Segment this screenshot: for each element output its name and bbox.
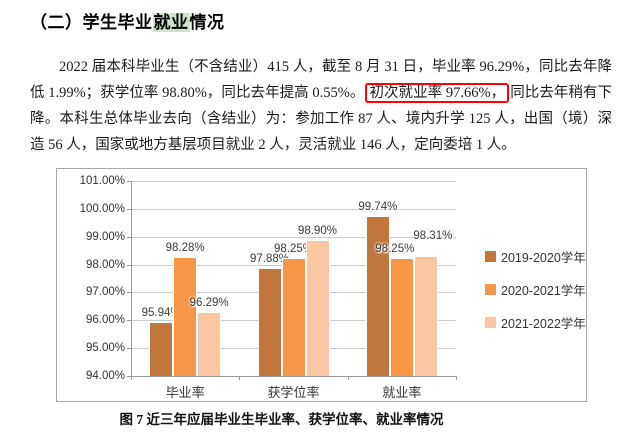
legend-label: 2021-2022学年 <box>501 317 586 331</box>
gridline <box>131 236 456 238</box>
chart-legend: 2019-2020学年 2020-2021学年 2021-2022学年 <box>485 247 586 346</box>
y-axis-tick-label: 94.00% <box>85 370 125 382</box>
data-label: 98.25% <box>273 242 313 255</box>
body-paragraph: 2022 届本科毕业生（不含结业）415 人，截至 8 月 31 日，毕业率 9… <box>30 54 612 158</box>
bar-就业率-2021-2022学年 <box>413 255 438 376</box>
legend-label: 2020-2021学年 <box>501 284 586 298</box>
bar-获学位率-2021-2022学年 <box>305 239 330 376</box>
figure-caption: 图 7 近三年应届毕业生毕业率、获学位率、就业率情况 <box>119 412 444 427</box>
y-axis-tick <box>127 181 131 182</box>
x-axis-tick <box>239 376 240 380</box>
y-axis-tick <box>127 348 131 350</box>
bar-获学位率-2019-2020学年 <box>257 267 282 376</box>
x-axis-category-label: 毕业率 <box>165 385 205 400</box>
y-axis-tick <box>127 376 131 377</box>
data-label: 96.29% <box>189 297 229 310</box>
x-axis-tick <box>131 376 132 380</box>
x-axis-line <box>131 376 456 377</box>
legend-item: 2021-2022学年 <box>485 313 586 332</box>
data-label: 98.25% <box>375 242 415 255</box>
x-axis-labels: 毕业率 获学位率 就业率 <box>131 382 456 401</box>
y-axis-tick <box>127 208 131 210</box>
y-axis-tick <box>127 264 131 266</box>
heading-highlighted-text: 就业 <box>152 13 190 32</box>
legend-swatch-icon <box>485 317 496 328</box>
bar-毕业率-2020-2021学年 <box>173 256 198 376</box>
paragraph-text: 2022 届本科毕业生（不含结业）415 人，截至 8 月 31 日，毕业率 9… <box>30 59 612 101</box>
heading-text: 情况 <box>189 13 225 32</box>
y-axis-tick <box>127 236 131 238</box>
gridline <box>131 208 456 210</box>
plot-area: 95.94% 98.28% 96.29% 97.88% 98.25% 98.90% 99.7… <box>127 181 457 380</box>
gridline <box>131 181 456 182</box>
x-axis-tick <box>348 376 349 380</box>
bar-获学位率-2020-2021学年 <box>281 257 306 376</box>
x-axis-category-label: 获学位率 <box>267 385 320 400</box>
y-axis-tick-label: 101.00% <box>79 175 125 187</box>
legend-swatch-icon <box>485 284 496 295</box>
data-label: 98.28% <box>165 241 205 254</box>
y-axis-tick <box>127 292 131 294</box>
x-axis-tick <box>456 376 457 380</box>
section-heading: （二）学生毕业就业情况 <box>30 8 225 33</box>
data-label: 97.88% <box>249 252 289 265</box>
y-axis-tick-label: 100.00% <box>79 202 125 215</box>
paragraph-text: 同比去年稍有下降。本科生总体毕业去向（含结业）为：参加工作 87 人、境内升学 … <box>30 85 612 153</box>
red-annotation-box: 初次就业率 97.66%， <box>365 83 510 103</box>
data-label: 99.74% <box>358 201 398 214</box>
bar-chart: 101.00% 100.00% 99.00% 98.00% 97.00% 96.00% 95… <box>56 168 587 402</box>
bar-毕业率-2021-2022学年 <box>197 312 222 376</box>
y-axis-tick <box>127 320 131 322</box>
bar-毕业率-2019-2020学年 <box>149 321 174 376</box>
y-axis-tick-label: 97.00% <box>85 286 125 299</box>
legend-item: 2019-2020学年 <box>485 247 586 266</box>
heading-text: （二）学生毕业 <box>30 13 153 32</box>
bar-就业率-2020-2021学年 <box>389 257 414 376</box>
legend-label: 2019-2020学年 <box>501 251 586 265</box>
data-label: 98.90% <box>297 224 337 237</box>
x-axis-category-label: 就业率 <box>382 385 422 400</box>
y-axis-tick-label: 95.00% <box>85 342 125 355</box>
legend-item: 2020-2021学年 <box>485 280 586 299</box>
y-axis-tick-label: 96.00% <box>85 314 125 327</box>
y-axis-line <box>131 181 132 377</box>
legend-swatch-icon <box>485 251 496 262</box>
y-axis-tick-label: 98.00% <box>85 258 125 271</box>
data-label: 98.31% <box>413 229 453 242</box>
bar-就业率-2019-2020学年 <box>365 216 390 376</box>
data-label: 95.94% <box>141 306 181 319</box>
y-axis-tick-label: 99.00% <box>85 230 125 243</box>
